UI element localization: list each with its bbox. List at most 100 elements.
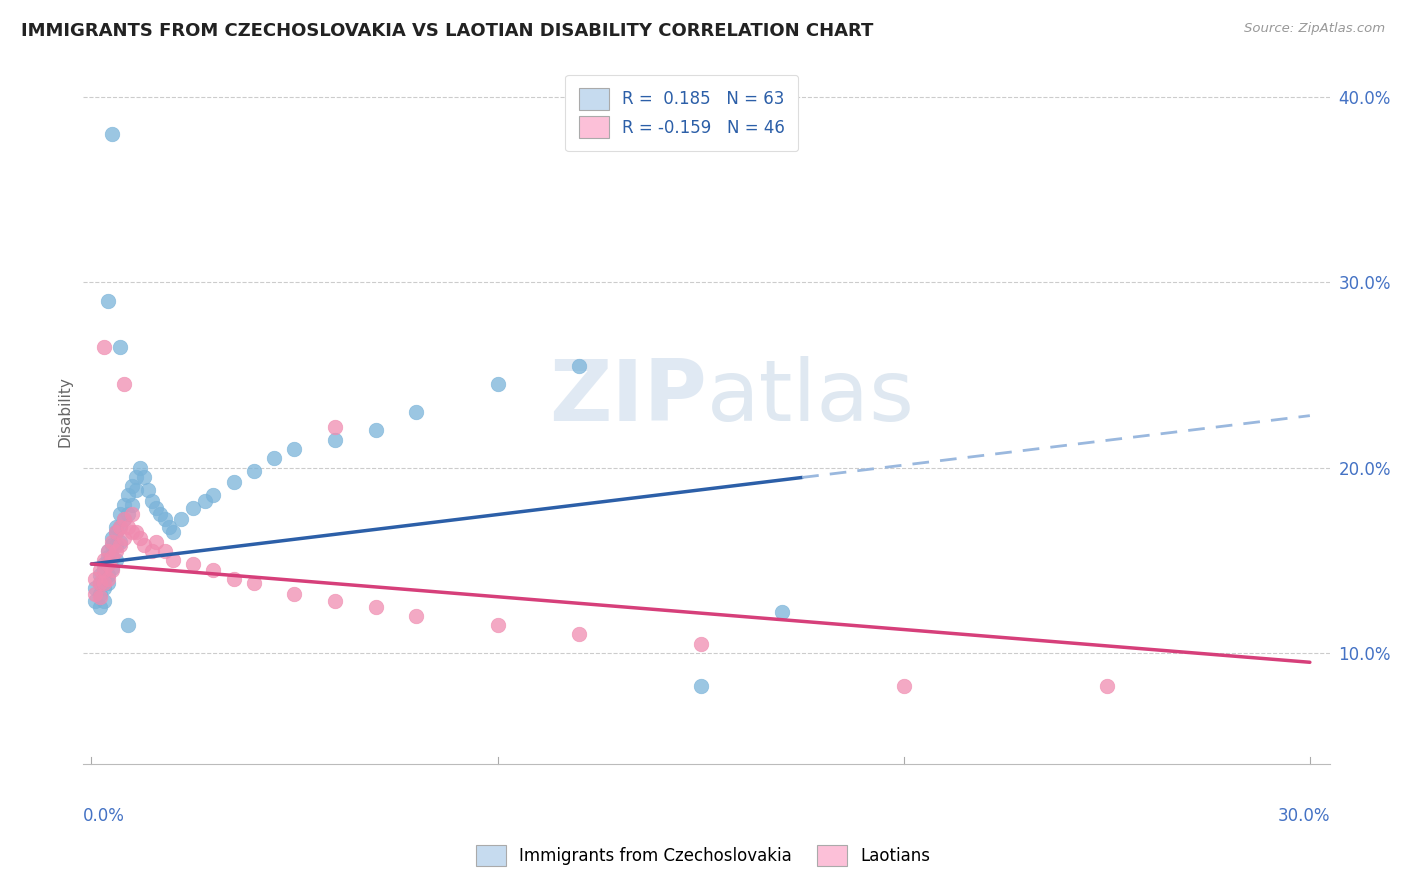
Point xyxy=(405,405,427,419)
Point xyxy=(145,501,167,516)
Point xyxy=(100,127,122,141)
Point xyxy=(170,512,193,526)
Text: IMMIGRANTS FROM CZECHOSLOVAKIA VS LAOTIAN DISABILITY CORRELATION CHART: IMMIGRANTS FROM CZECHOSLOVAKIA VS LAOTIA… xyxy=(21,22,873,40)
Point xyxy=(222,475,245,490)
Point xyxy=(486,618,509,632)
Point xyxy=(149,507,172,521)
Point xyxy=(129,531,152,545)
Legend: Immigrants from Czechoslovakia, Laotians: Immigrants from Czechoslovakia, Laotians xyxy=(467,837,939,875)
Point xyxy=(243,575,266,590)
Point xyxy=(89,599,111,614)
Point xyxy=(108,340,131,354)
Point xyxy=(323,594,346,608)
Point xyxy=(104,538,127,552)
Point xyxy=(84,572,107,586)
Point xyxy=(194,494,217,508)
Point xyxy=(364,424,387,438)
Point xyxy=(89,587,111,601)
Text: 0.0%: 0.0% xyxy=(83,806,125,824)
Point xyxy=(134,470,156,484)
Point xyxy=(568,627,591,641)
Point xyxy=(141,544,163,558)
Point xyxy=(162,553,184,567)
Point xyxy=(93,563,115,577)
Point xyxy=(153,512,176,526)
Point xyxy=(117,488,139,502)
Point xyxy=(141,494,163,508)
Point xyxy=(117,618,139,632)
Point xyxy=(93,557,115,571)
Point xyxy=(100,563,122,577)
Point xyxy=(125,483,148,497)
Point xyxy=(104,520,127,534)
Point xyxy=(121,498,143,512)
Point xyxy=(136,483,159,497)
Point xyxy=(89,575,111,590)
Point xyxy=(93,575,115,590)
Point xyxy=(202,563,225,577)
Point xyxy=(97,557,120,571)
Point xyxy=(117,507,139,521)
Point xyxy=(93,563,115,577)
Point xyxy=(104,525,127,540)
Point xyxy=(405,608,427,623)
Point xyxy=(89,563,111,577)
Point xyxy=(93,594,115,608)
Point xyxy=(181,557,204,571)
Point xyxy=(97,572,120,586)
Point xyxy=(243,464,266,478)
Point xyxy=(689,679,711,693)
Point xyxy=(97,544,120,558)
Point xyxy=(97,568,120,582)
Point xyxy=(162,525,184,540)
Point xyxy=(486,377,509,392)
Point xyxy=(112,531,135,545)
Point xyxy=(568,359,591,373)
Point xyxy=(689,637,711,651)
Legend: R =  0.185   N = 63, R = -0.159   N = 46: R = 0.185 N = 63, R = -0.159 N = 46 xyxy=(565,75,799,151)
Point xyxy=(108,538,131,552)
Point xyxy=(104,525,127,540)
Point xyxy=(112,512,135,526)
Point xyxy=(97,575,120,590)
Text: Source: ZipAtlas.com: Source: ZipAtlas.com xyxy=(1244,22,1385,36)
Point xyxy=(97,549,120,564)
Point xyxy=(263,451,285,466)
Point xyxy=(145,534,167,549)
Point xyxy=(97,293,120,308)
Point xyxy=(364,599,387,614)
Point xyxy=(121,507,143,521)
Point xyxy=(283,442,305,456)
Point xyxy=(202,488,225,502)
Point xyxy=(323,433,346,447)
Point xyxy=(108,507,131,521)
Point xyxy=(121,525,143,540)
Point xyxy=(893,679,915,693)
Text: ZIP: ZIP xyxy=(548,356,707,440)
Point xyxy=(84,594,107,608)
Point xyxy=(97,557,120,571)
Point xyxy=(104,553,127,567)
Y-axis label: Disability: Disability xyxy=(58,376,72,448)
Point xyxy=(89,591,111,605)
Point xyxy=(100,531,122,545)
Point xyxy=(112,377,135,392)
Point xyxy=(181,501,204,516)
Point xyxy=(108,520,131,534)
Point xyxy=(84,581,107,595)
Point xyxy=(100,534,122,549)
Point xyxy=(1095,679,1118,693)
Point xyxy=(117,520,139,534)
Point xyxy=(93,581,115,595)
Point xyxy=(108,520,131,534)
Point xyxy=(89,575,111,590)
Point xyxy=(125,525,148,540)
Point xyxy=(100,560,122,574)
Point xyxy=(770,605,793,619)
Point xyxy=(157,520,180,534)
Point xyxy=(222,572,245,586)
Text: atlas: atlas xyxy=(707,356,915,440)
Point xyxy=(100,549,122,564)
Point xyxy=(93,340,115,354)
Point xyxy=(153,544,176,558)
